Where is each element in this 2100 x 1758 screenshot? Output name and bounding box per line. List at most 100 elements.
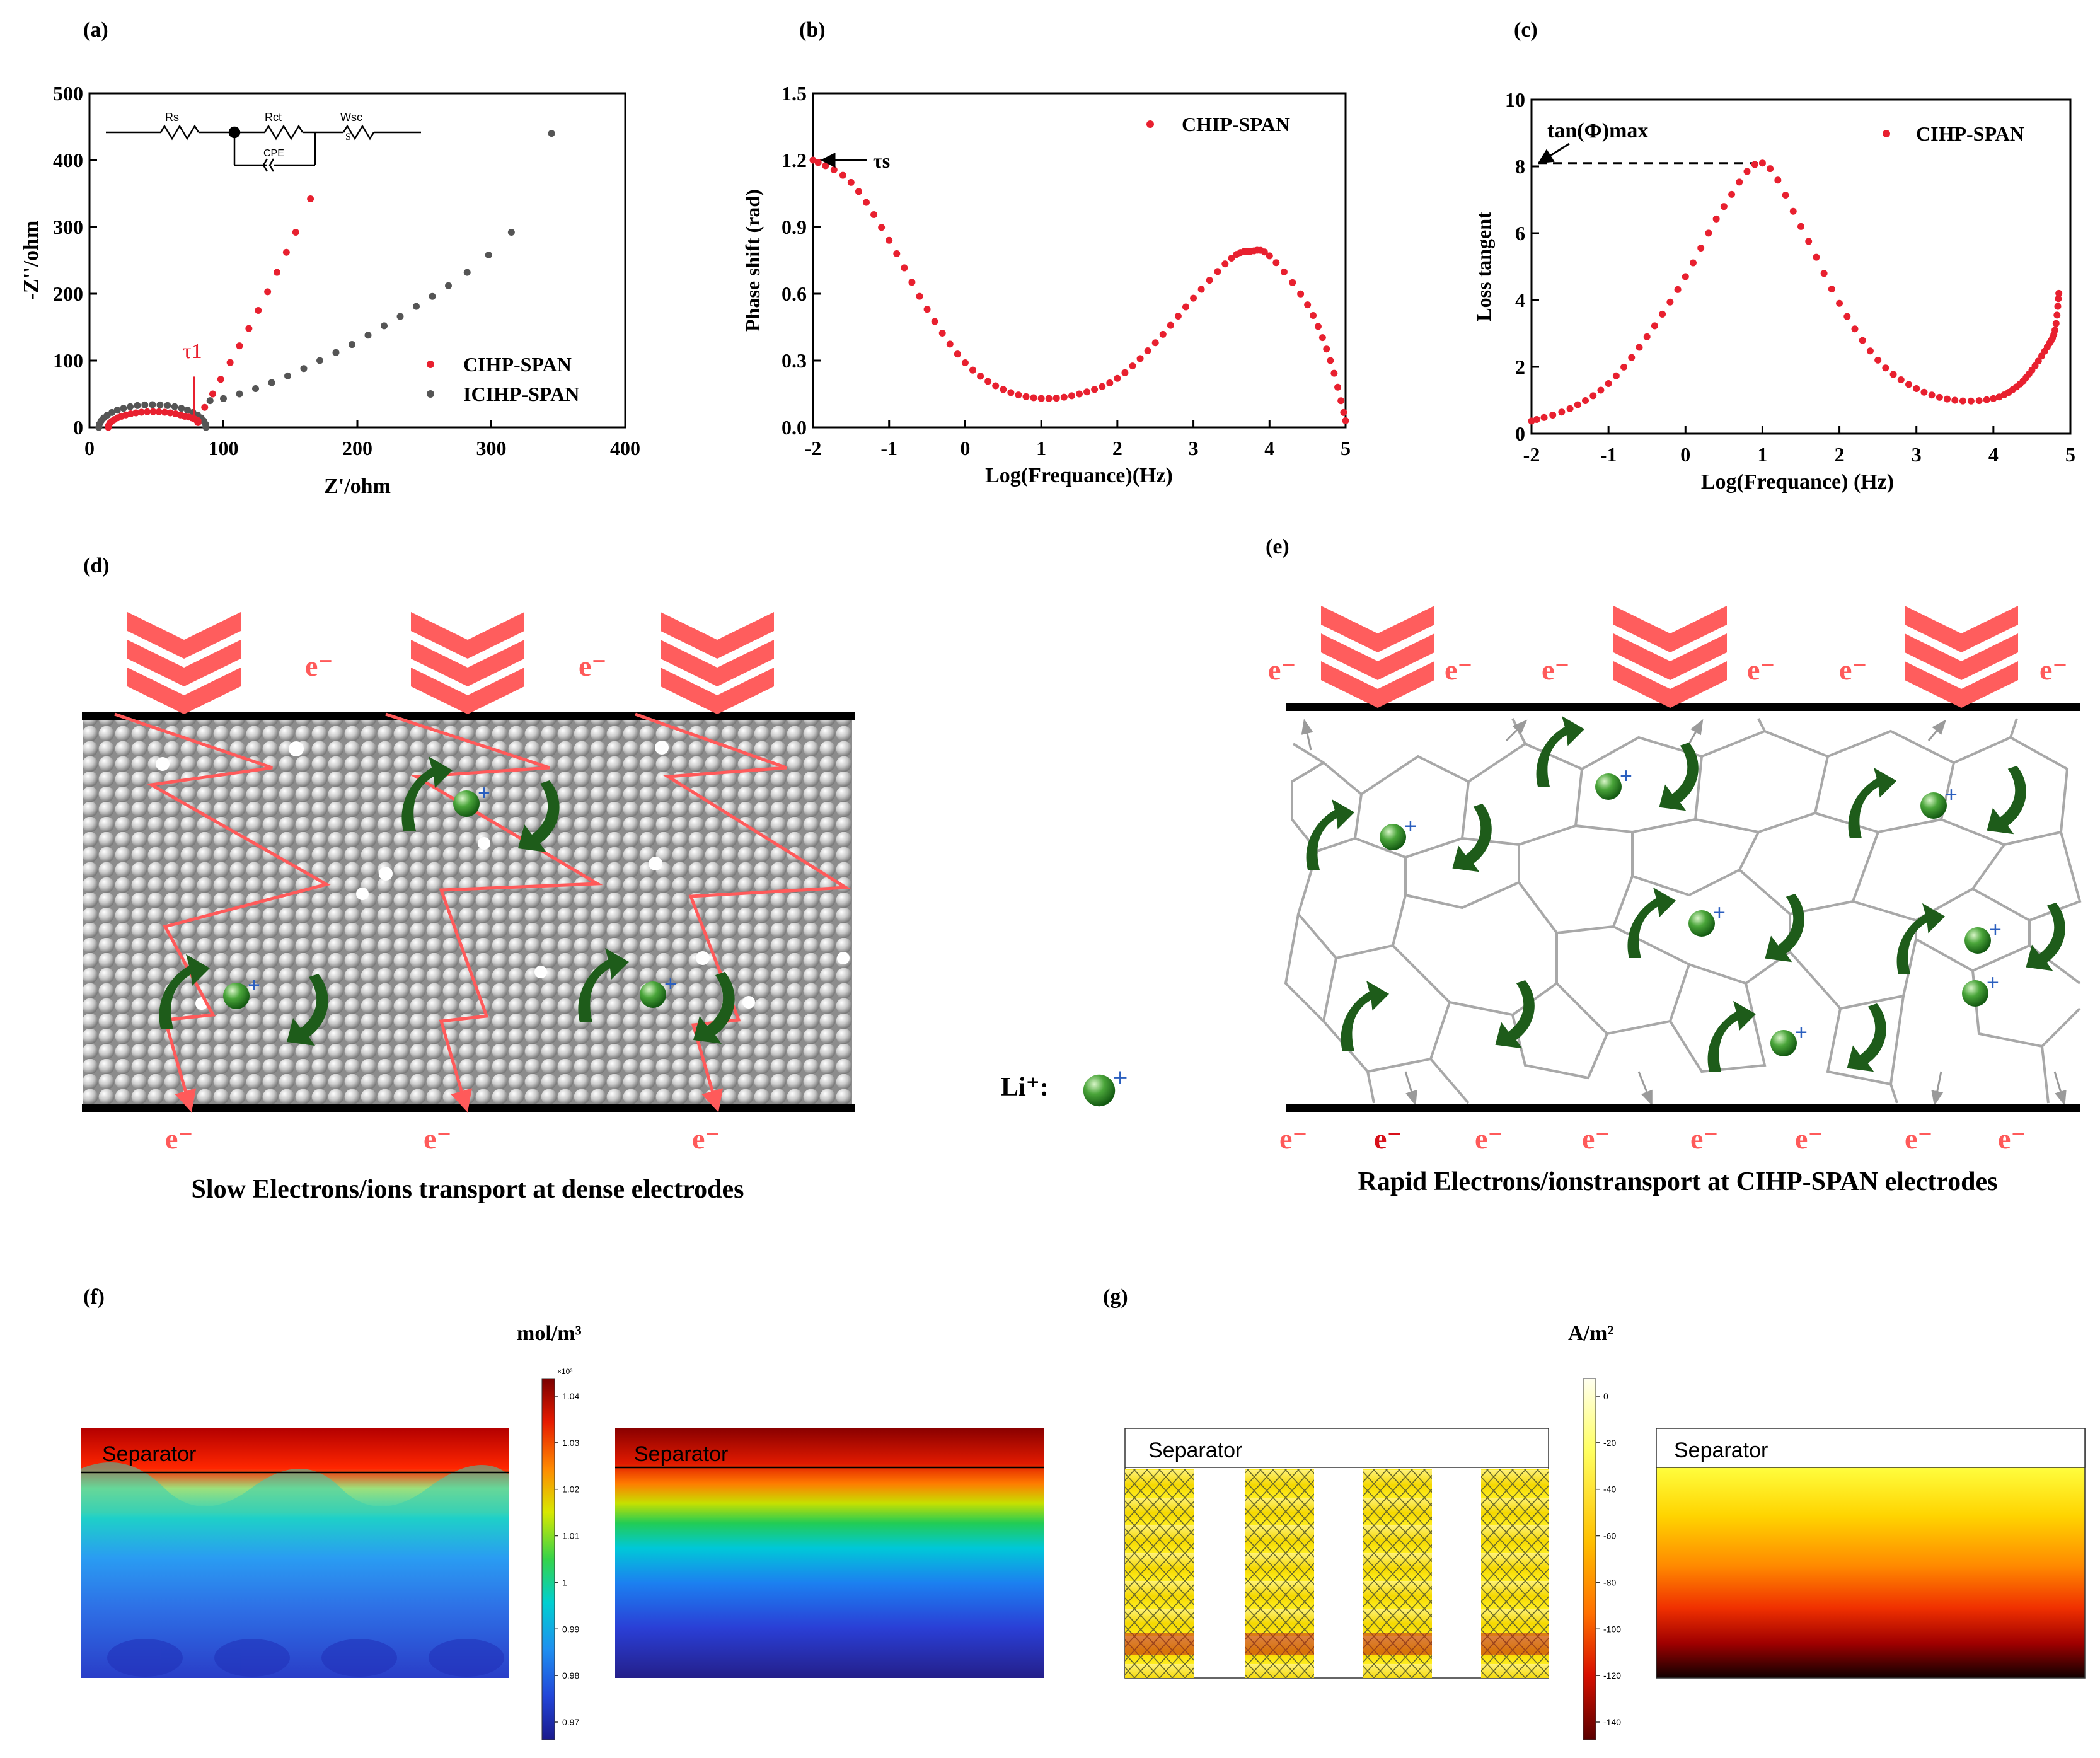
- data-point-cihp: [1758, 159, 1766, 167]
- data-point-cihp: [217, 376, 224, 383]
- electron-path-d2: [385, 712, 603, 1113]
- concentration-wave-pattern: [81, 1462, 509, 1677]
- chart-a-x-axis: 0 100 200 300 400: [84, 420, 640, 460]
- electron-label: e⁻: [165, 1123, 193, 1155]
- data-point-chip: [886, 236, 893, 244]
- data-point-icihp: [171, 403, 178, 410]
- data-point-cihp: [2054, 303, 2062, 310]
- data-point-icihp: [164, 402, 171, 409]
- chart-c: -2 -1 0 1 2 3 4 5 0 2 4 6 8 10 Log(Frequance) (Hz) L…: [1472, 88, 2075, 494]
- schematic-e-caption: Rapid Electrons/ionstransport at CIHP-SP…: [1358, 1167, 1998, 1196]
- x-tick-label: 4: [1264, 437, 1274, 460]
- separator-label-f-left: Separator: [102, 1442, 196, 1466]
- data-point-cihp: [1866, 347, 1874, 355]
- x-tick-label: 0: [960, 437, 970, 460]
- ion-flow-arrow: [1452, 804, 1492, 872]
- electron-label: e⁻: [305, 650, 333, 682]
- dense-particle-bed: [83, 716, 852, 1108]
- y-tick-label: 0: [1515, 422, 1525, 445]
- y-tick-label: 500: [53, 82, 83, 105]
- data-point-chip: [1304, 301, 1312, 309]
- data-point-cihp: [282, 248, 290, 256]
- electron-path-d1: [114, 712, 331, 1113]
- li-ion-legend: Li⁺:: [1001, 1062, 1128, 1107]
- data-point-chip: [814, 159, 822, 166]
- data-point-cihp: [226, 359, 234, 366]
- data-point-icihp: [548, 130, 555, 137]
- colorbar-tick-label: -80: [1603, 1577, 1616, 1587]
- data-point-chip: [1174, 313, 1182, 320]
- data-point-chip: [870, 211, 878, 218]
- colorbar-tick-label: 1.01: [562, 1531, 579, 1541]
- x-tick-label: 1: [1036, 437, 1046, 460]
- chart-a-legend-cihp: CIHP-SPAN: [463, 353, 572, 376]
- cpe-element: [262, 158, 275, 172]
- data-point-icihp: [268, 379, 275, 386]
- panel-label-e: (e): [1266, 535, 1289, 558]
- data-point-cihp: [1874, 356, 1882, 364]
- data-point-cihp: [2055, 289, 2063, 297]
- data-point-cihp: [1720, 203, 1728, 211]
- data-point-chip: [908, 279, 916, 286]
- tan-max-arrow: [1537, 142, 1570, 164]
- ion-flow-arrow: [1707, 1000, 1757, 1072]
- data-point-chip: [1190, 294, 1197, 302]
- schematic-porous-electrode: e⁻ e⁻ e⁻ e⁻ e⁻ e⁻ e⁻ e⁻ e⁻ e⁻ e⁻ e⁻ e⁻ e…: [1268, 606, 2082, 1196]
- x-tick-label: 1: [1757, 443, 1767, 466]
- data-point-chip: [1323, 345, 1330, 353]
- data-point-icihp: [156, 401, 164, 408]
- colorbar-tick-label: 0: [1603, 1391, 1608, 1401]
- data-point-cihp: [1533, 416, 1540, 424]
- data-point-cihp: [1690, 259, 1697, 267]
- data-point-cihp: [1697, 244, 1705, 252]
- data-point-chip: [1136, 355, 1144, 362]
- panel-label-f: (f): [83, 1285, 105, 1309]
- colorbar-tick-label: 0.99: [562, 1624, 579, 1634]
- data-point-chip: [1121, 369, 1129, 376]
- electron-label: e⁻: [692, 1123, 720, 1155]
- data-point-icihp: [485, 252, 492, 259]
- data-point-cihp: [1936, 393, 1943, 401]
- data-point-chip: [1280, 268, 1288, 275]
- data-point-chip: [1053, 395, 1060, 402]
- x-tick-label: 4: [1988, 443, 1999, 466]
- data-point-chip: [1091, 386, 1099, 393]
- chart-a: 0 100 200 300 400 0 100 200 300 400 500 Z'/ohm -Z…: [20, 82, 640, 498]
- data-point-chip: [1114, 374, 1121, 382]
- data-point-cihp: [1612, 372, 1620, 379]
- y-tick-label: 6: [1515, 222, 1525, 245]
- chart-c-legend-cihp: CIHP-SPAN: [1916, 122, 2024, 145]
- chart-a-xlabel: Z'/ohm: [324, 475, 391, 498]
- data-point-chip: [1068, 392, 1075, 400]
- strip-hotspots: [1125, 1633, 1549, 1655]
- electron-label: e⁻: [1839, 654, 1867, 686]
- y-tick-label: 10: [1505, 88, 1525, 111]
- data-point-cihp: [1905, 381, 1912, 388]
- colorbar-g-unit: A/m²: [1568, 1322, 1614, 1345]
- y-tick-label: 0: [73, 416, 83, 439]
- data-point-cihp: [1882, 364, 1889, 372]
- ion-flow-arrow: [1987, 766, 2026, 835]
- data-point-chip: [1206, 277, 1213, 284]
- data-point-chip: [961, 359, 969, 367]
- data-point-icihp: [141, 401, 149, 408]
- data-point-chip: [855, 188, 862, 195]
- panel-label-b: (b): [799, 18, 826, 42]
- colorbar-tick-label: -60: [1603, 1531, 1616, 1541]
- data-point-cihp: [1743, 168, 1751, 175]
- data-point-cihp: [166, 409, 174, 417]
- chart-c-xlabel: Log(Frequance) (Hz): [1701, 470, 1894, 494]
- data-point-cihp: [1558, 408, 1566, 416]
- data-point-cihp: [1574, 401, 1581, 408]
- data-point-cihp: [1944, 395, 1951, 403]
- data-point-icihp: [445, 282, 452, 289]
- x-tick-label: 400: [610, 437, 640, 460]
- data-point-cihp: [1605, 380, 1612, 387]
- chart-a-frame: [88, 92, 626, 429]
- x-tick-label: -2: [1523, 443, 1540, 466]
- data-point-cihp: [1728, 190, 1736, 198]
- data-point-chip: [1214, 268, 1221, 275]
- data-point-chip: [822, 162, 829, 170]
- data-point-cihp: [1767, 165, 1774, 173]
